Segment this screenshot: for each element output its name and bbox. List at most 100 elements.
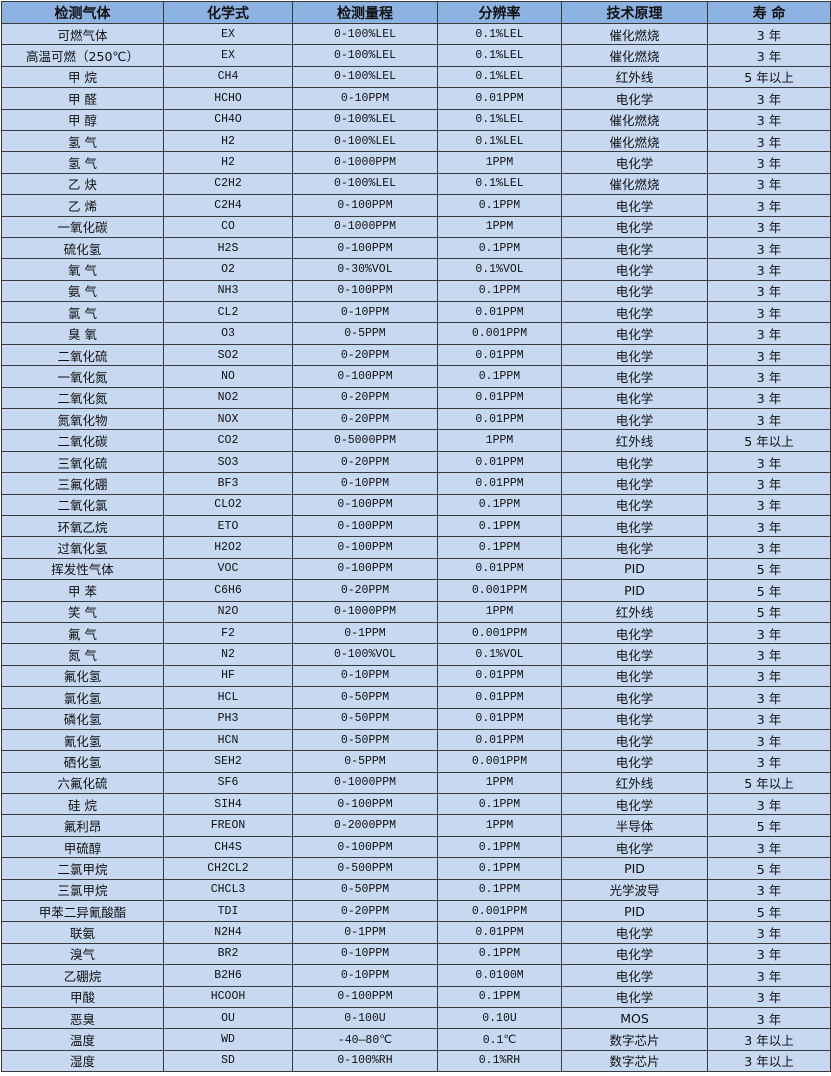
cell-resolution: 0.01PPM xyxy=(437,450,562,474)
cell-lifetime: 3 年 xyxy=(707,750,831,773)
cell-lifetime: 3 年 xyxy=(707,450,831,474)
cell-lifetime: 3 年 xyxy=(707,194,831,217)
table-row: 六氟化硫 SF6 0-1000PPM 1PPM 红外线 5 年以上 xyxy=(1,771,831,795)
table-row: 臭 氧 O3 0-5PPM 0.001PPM 电化学 3 年 xyxy=(1,322,831,345)
table-row: 笑 气 N2O 0-1000PPM 1PPM 红外线 5 年 xyxy=(1,600,831,623)
table-row: 甲酸 HCOOH 0-100PPM 0.1PPM 电化学 3 年 xyxy=(1,985,831,1008)
header-formula: 化学式 xyxy=(163,1,293,24)
cell-resolution: 0.1%RH xyxy=(437,1049,562,1073)
cell-principle: 光学波导 xyxy=(561,878,708,902)
cell-gas: 三氯甲烷 xyxy=(1,878,164,902)
cell-range: 0-10PPM xyxy=(292,964,438,987)
cell-range: 0-500PPM xyxy=(292,857,438,880)
cell-formula: CLO2 xyxy=(163,493,293,516)
cell-gas: 恶臭 xyxy=(1,1006,164,1030)
cell-range: 0-100PPM xyxy=(292,194,438,217)
cell-gas: 氰化氢 xyxy=(1,728,164,752)
cell-resolution: 0.01PPM xyxy=(437,343,562,367)
table-row: 二氧化氮 NO2 0-20PPM 0.01PPM 电化学 3 年 xyxy=(1,386,831,410)
cell-range: 0-20PPM xyxy=(292,450,438,474)
cell-range: 0-10PPM xyxy=(292,664,438,688)
table-row: 氧 气 O2 0-30%VOL 0.1%VOL 电化学 3 年 xyxy=(1,258,831,281)
cell-gas: 环氧乙烷 xyxy=(1,514,164,538)
cell-range: 0-100%LEL xyxy=(292,22,438,46)
cell-range: 0-20PPM xyxy=(292,386,438,410)
cell-principle: 电化学 xyxy=(561,664,708,688)
cell-range: 0-100PPM xyxy=(292,514,438,538)
cell-range: 0-1PPM xyxy=(292,921,438,944)
cell-resolution: 0.001PPM xyxy=(437,900,562,923)
cell-lifetime: 3 年 xyxy=(707,942,831,966)
cell-lifetime: 3 年 xyxy=(707,44,831,67)
cell-resolution: 1PPM xyxy=(437,771,562,795)
cell-formula: B2H6 xyxy=(163,964,293,987)
cell-formula: NO2 xyxy=(163,386,293,410)
cell-resolution: 0.1%VOL xyxy=(437,258,562,281)
cell-principle: 半导体 xyxy=(561,814,708,837)
cell-gas: 二氧化氮 xyxy=(1,386,164,410)
cell-resolution: 0.1PPM xyxy=(437,835,562,859)
cell-lifetime: 3 年 xyxy=(707,514,831,538)
cell-principle: 催化燃烧 xyxy=(561,172,708,196)
table-row: 甲 醛 HCHO 0-10PPM 0.01PPM 电化学 3 年 xyxy=(1,87,831,110)
cell-formula: OU xyxy=(163,1006,293,1030)
cell-range: 0-100PPM xyxy=(292,493,438,516)
cell-gas: 过氧化氢 xyxy=(1,536,164,559)
cell-formula: SO2 xyxy=(163,343,293,367)
cell-lifetime: 3 年 xyxy=(707,536,831,559)
header-range: 检测量程 xyxy=(292,1,438,24)
table-row: 恶臭 OU 0-100U 0.10U MOS 3 年 xyxy=(1,1006,831,1030)
header-principle: 技术原理 xyxy=(561,1,708,24)
table-row: 氮氧化物 NOX 0-20PPM 0.01PPM 电化学 3 年 xyxy=(1,408,831,431)
cell-resolution: 0.1PPM xyxy=(437,194,562,217)
cell-lifetime: 3 年 xyxy=(707,686,831,709)
cell-principle: 催化燃烧 xyxy=(561,22,708,46)
cell-lifetime: 5 年 xyxy=(707,814,831,837)
cell-principle: 数字芯片 xyxy=(561,1049,708,1073)
cell-formula: SD xyxy=(163,1049,293,1073)
cell-gas: 二氧化氯 xyxy=(1,493,164,516)
cell-principle: 电化学 xyxy=(561,279,708,303)
cell-formula: FREON xyxy=(163,814,293,837)
cell-principle: 电化学 xyxy=(561,408,708,431)
table-row: 氟利昂 FREON 0-2000PPM 1PPM 半导体 5 年 xyxy=(1,814,831,837)
cell-gas: 一氧化碳 xyxy=(1,215,164,238)
cell-principle: 红外线 xyxy=(561,600,708,623)
cell-lifetime: 3 年 xyxy=(707,151,831,174)
cell-gas: 可燃气体 xyxy=(1,22,164,46)
cell-range: 0-100%LEL xyxy=(292,172,438,196)
cell-formula: CO xyxy=(163,215,293,238)
cell-principle: 电化学 xyxy=(561,322,708,345)
cell-lifetime: 3 年 xyxy=(707,365,831,388)
cell-formula: H2 xyxy=(163,151,293,174)
cell-resolution: 0.1%LEL xyxy=(437,65,562,89)
cell-formula: WD xyxy=(163,1028,293,1051)
cell-range: 0-1PPM xyxy=(292,621,438,645)
cell-formula: HCHO xyxy=(163,87,293,110)
cell-resolution: 0.01PPM xyxy=(437,664,562,688)
cell-formula: H2O2 xyxy=(163,536,293,559)
cell-range: 0-100PPM xyxy=(292,985,438,1008)
cell-formula: HCL xyxy=(163,686,293,709)
cell-gas: 乙硼烷 xyxy=(1,964,164,987)
cell-lifetime: 3 年 xyxy=(707,707,831,730)
cell-range: 0-100PPM xyxy=(292,557,438,581)
cell-gas: 六氟化硫 xyxy=(1,771,164,795)
cell-range: 0-100PPM xyxy=(292,365,438,388)
table-row: 过氧化氢 H2O2 0-100PPM 0.1PPM 电化学 3 年 xyxy=(1,536,831,559)
cell-formula: O3 xyxy=(163,322,293,345)
cell-principle: 催化燃烧 xyxy=(561,44,708,67)
cell-range: 0-100%LEL xyxy=(292,129,438,153)
cell-formula: NO xyxy=(163,365,293,388)
cell-resolution: 0.01PPM xyxy=(437,728,562,752)
cell-lifetime: 3 年 xyxy=(707,279,831,303)
cell-principle: 电化学 xyxy=(561,151,708,174)
cell-gas: 笑 气 xyxy=(1,600,164,623)
table-row: 可燃气体 EX 0-100%LEL 0.1%LEL 催化燃烧 3 年 xyxy=(1,22,831,46)
cell-resolution: 0.1PPM xyxy=(437,878,562,902)
cell-gas: 三氧化硫 xyxy=(1,450,164,474)
cell-lifetime: 3 年 xyxy=(707,343,831,367)
cell-formula: H2 xyxy=(163,129,293,153)
cell-range: 0-100%LEL xyxy=(292,108,438,131)
table-row: 氨 气 NH3 0-100PPM 0.1PPM 电化学 3 年 xyxy=(1,279,831,303)
